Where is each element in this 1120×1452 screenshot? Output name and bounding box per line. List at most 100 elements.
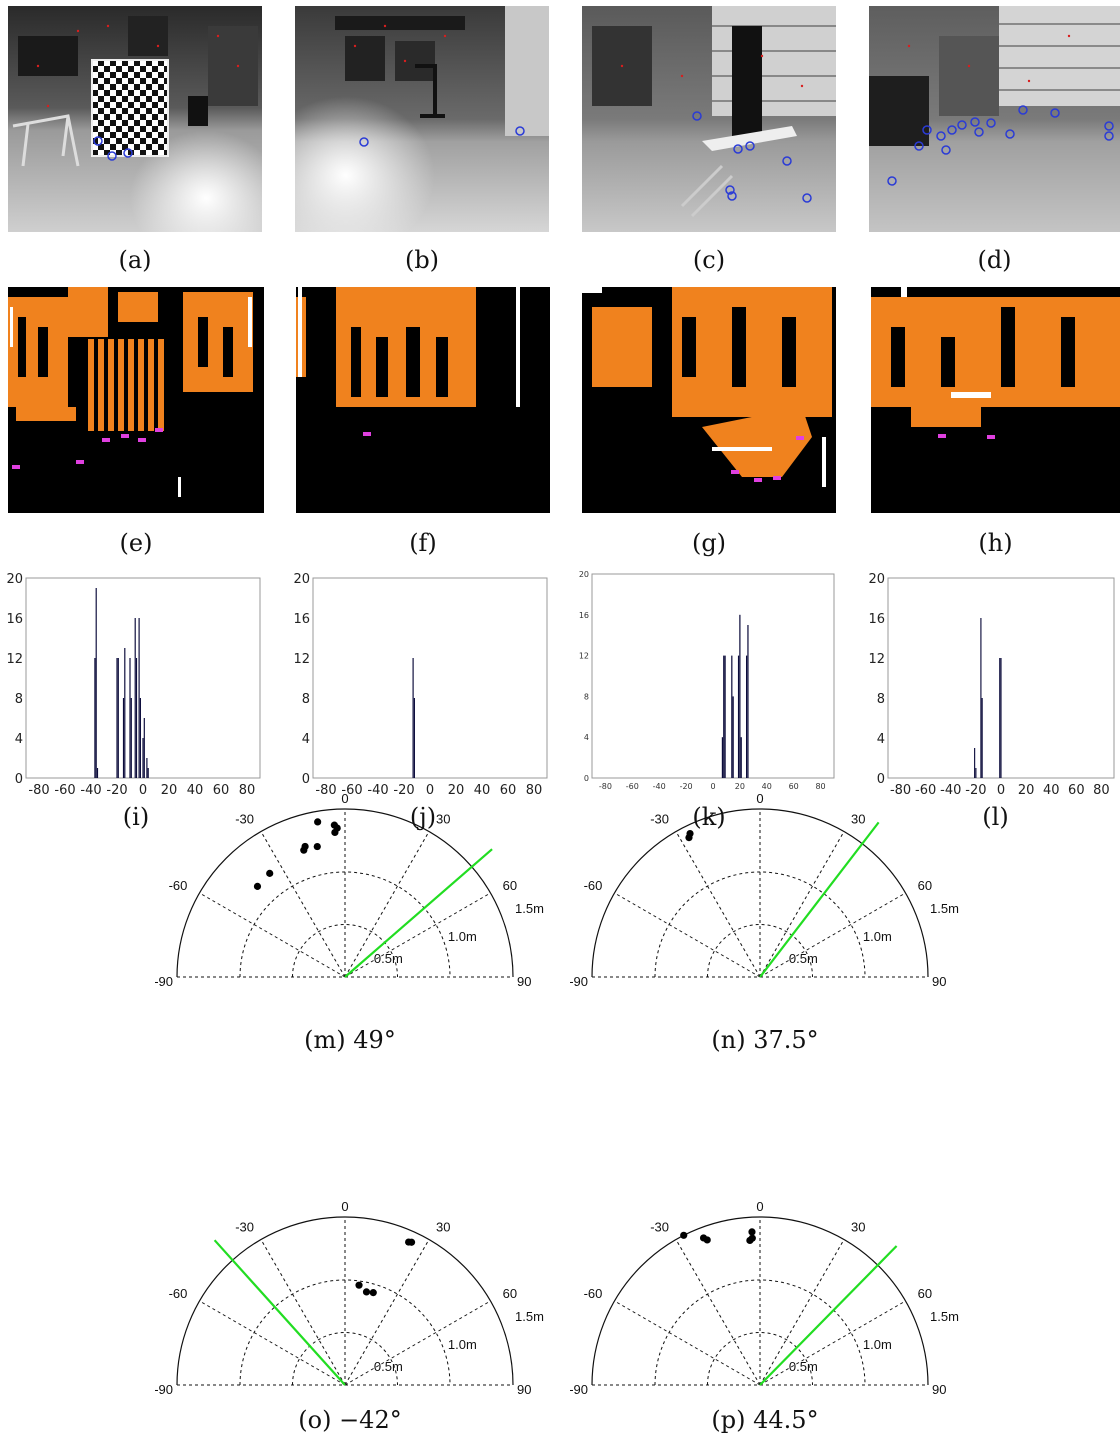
histogram-bar [135,618,136,778]
polar-spoke [200,893,345,977]
histogram-bar [139,618,140,778]
theta-tick-label: -90 [570,974,588,989]
histogram-bar [123,698,124,778]
obstacle-point [363,1288,370,1295]
photo-b [295,6,549,232]
theta-tick-label: -90 [155,974,173,989]
x-tick-label: 0 [997,783,1005,798]
range-label: 1.0m [863,1337,892,1352]
caption-p: (p) 44.5° [605,1406,925,1434]
polar-range-ring [240,872,450,977]
theta-tick-label: 0 [756,791,763,806]
y-tick-label: 20 [6,572,23,587]
theta-tick-label: 30 [436,1219,450,1234]
y-tick-label: 8 [15,692,23,707]
range-label: 1.5m [515,901,544,916]
obstacle-point [746,1237,753,1244]
histogram-bar [97,768,98,778]
caption-m: (m) 49° [190,1026,510,1054]
heading-line [345,849,492,977]
polar-spoke [615,1301,760,1385]
histogram-bar [94,658,95,778]
x-tick-label: 80 [1093,783,1110,798]
polar-spoke [676,832,760,977]
theta-tick-label: 90 [517,974,531,989]
caption-f: (f) [296,529,550,557]
x-tick-label: 0 [139,783,147,798]
theta-tick-label: 30 [851,811,865,826]
caption-c: (c) [582,246,836,274]
y-tick-label: 16 [6,612,23,627]
histogram-bar [148,768,149,778]
theta-tick-label: 60 [503,878,517,893]
histogram-bar [982,698,983,778]
range-label: 1.0m [448,929,477,944]
caption-b: (b) [295,246,549,274]
photo-a [8,6,262,232]
histogram-bar [999,658,1000,778]
caption-a: (a) [8,246,262,274]
obstacle-point [748,1228,755,1235]
histogram-bar [1000,658,1001,778]
y-tick-label: 12 [293,652,310,667]
obstacle-point [314,843,321,850]
x-tick-label: -40 [80,783,101,798]
theta-tick-label: 30 [851,1219,865,1234]
photo-d [869,6,1120,232]
histogram-bar [980,618,981,778]
obstacle-point [370,1289,377,1296]
histogram-bar [975,768,976,778]
theta-tick-label: 0 [341,1199,348,1214]
theta-tick-label: -30 [235,811,254,826]
histogram-bar [124,648,125,778]
edge-map-h [871,287,1120,513]
obstacle-point [314,818,321,825]
polar-plot-o-svg: -90 -60 -30 0 30 60 90 0.5m 1.0m 1.5m [155,1108,545,1408]
polar-plot-p-svg: -90-60-3003060900.5m1.0m1.5m [570,1108,960,1408]
polar-spoke [615,893,760,977]
histogram-bar [96,588,97,778]
heading-line [760,1246,897,1385]
histogram-bar [146,758,147,778]
caption-d: (d) [869,246,1120,274]
range-label: 1.0m [863,929,892,944]
theta-tick-label: -30 [650,811,669,826]
polar-range-ring [240,1280,450,1385]
obstacle-point [300,847,307,854]
y-tick-label: 4 [15,732,23,747]
histogram-bar [974,748,975,778]
y-tick-label: 16 [579,611,589,620]
obstacle-point [704,1236,711,1243]
polar-plot-m-svg: -90-60-3003060900.5m1.0m1.5m [155,700,545,1000]
caption-g: (g) [582,529,836,557]
polar-plot-n-svg: -90 -60 -30 0 30 60 90 0.5m 1.0m 1.5m [570,700,960,1000]
theta-tick-label: 90 [932,974,946,989]
photo-c [582,6,836,232]
heading-line [215,1240,345,1385]
x-tick-label: -60 [54,783,75,798]
caption-n: (n) 37.5° [605,1026,925,1054]
histogram-bar [116,658,117,778]
polar-spoke [676,1240,760,1385]
x-tick-label: -20 [965,783,986,798]
histogram-bar [118,658,119,778]
x-tick-label: -80 [28,783,49,798]
polar-spoke [200,1301,345,1385]
polar-plot-p: -90 -60 -30 0 30 60 90 0.5m 1.0m 1.5m [570,1108,960,1408]
caption-h: (h) [871,529,1120,557]
x-tick-label: 60 [1068,783,1085,798]
range-label: 0.5m [789,951,818,966]
theta-tick-label: -60 [169,1286,188,1301]
y-tick-label: 16 [868,612,885,627]
x-tick-label: 40 [1043,783,1060,798]
theta-tick-label: -60 [584,1286,603,1301]
range-label: 1.5m [930,1309,959,1324]
range-label: 0.5m [789,1359,818,1374]
polar-range-ring [655,872,865,977]
polar-plot-n: -90 -60 -30 0 30 60 90 0.5m 1.0m 1.5m [570,700,960,1000]
range-label: 1.5m [515,1309,544,1324]
theta-tick-label: -60 [584,878,603,893]
theta-tick-label: -30 [235,1219,254,1234]
polar-plot-o: -90 -60 -30 0 30 60 90 0.5m 1.0m 1.5m [155,1108,545,1408]
theta-tick-label: 60 [918,1286,932,1301]
